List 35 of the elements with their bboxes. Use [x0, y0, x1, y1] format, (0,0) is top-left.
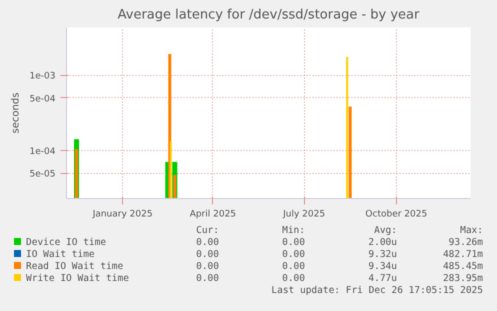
text: 4.77u [368, 272, 397, 286]
text: Avg: [374, 224, 397, 238]
text: 2.00u [368, 236, 397, 250]
text: 9.34u [368, 260, 397, 274]
legend-label: Device IO time [26, 236, 106, 250]
text: 0.00 [282, 248, 305, 262]
y-tick-label: 1e-04 [30, 146, 56, 157]
text: 0.00 [282, 272, 305, 286]
text: 0.00 [196, 236, 219, 250]
chart-title: Average latency for /dev/ssd/storage - by year [118, 8, 420, 22]
text: 482.71m [442, 248, 483, 262]
x-tick-label: January 2025 [92, 210, 153, 220]
text: Min: [282, 224, 305, 238]
x-tick-label: July 2025 [282, 210, 326, 220]
legend-label: IO Wait time [26, 248, 95, 262]
text: 0.00 [282, 260, 305, 274]
x-tick-label: April 2025 [190, 210, 236, 220]
legend-label: Write IO Wait time [26, 272, 129, 286]
text: Cur: [196, 224, 219, 238]
x-tick-label: October 2025 [365, 210, 428, 220]
text: 9.32u [368, 248, 397, 262]
text: 93.26m [448, 236, 483, 250]
legend-label: Read IO Wait time [26, 260, 124, 274]
y-axis-title: seconds [10, 92, 22, 134]
text: 0.00 [196, 260, 219, 274]
text: 485.45m [442, 260, 483, 274]
text: Last update: Fri Dec 26 17:05:15 2025 [271, 284, 483, 298]
text: 0.00 [196, 248, 219, 262]
y-tick-label: 5e-04 [30, 94, 56, 104]
text: 0.00 [282, 236, 305, 250]
text: 283.95m [442, 272, 483, 286]
y-tick-label: 1e-03 [30, 72, 56, 82]
y-tick-label: 5e-05 [30, 170, 56, 180]
text: 0.00 [196, 272, 219, 286]
text: Max: [460, 224, 483, 238]
